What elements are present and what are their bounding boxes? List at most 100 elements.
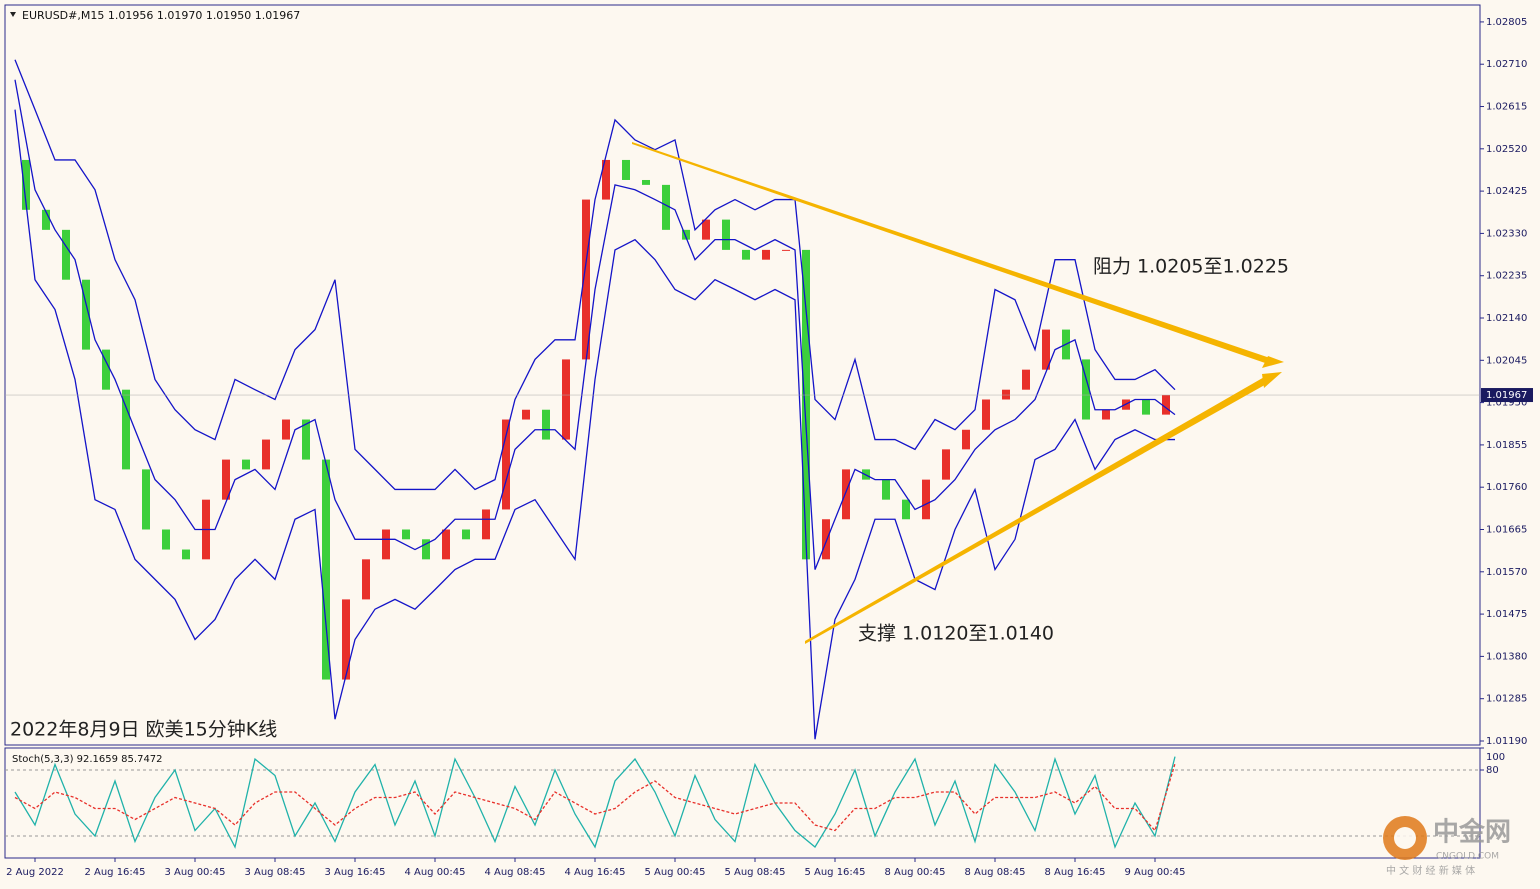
x-tick-label: 2 Aug 2022 — [6, 867, 64, 878]
candle — [882, 479, 890, 500]
x-tick-label: 3 Aug 08:45 — [244, 867, 305, 878]
candle — [162, 529, 170, 550]
candle — [442, 529, 450, 560]
y-tick-label: 1.01570 — [1486, 567, 1527, 578]
candle — [1022, 369, 1030, 390]
x-tick-label: 5 Aug 16:45 — [804, 867, 865, 878]
series-line — [14, 79, 1176, 570]
x-tick-label: 5 Aug 00:45 — [644, 867, 705, 878]
candle — [742, 249, 750, 260]
main-panel — [4, 4, 1481, 746]
main-plot — [14, 59, 1176, 740]
candle — [662, 184, 670, 230]
candle — [322, 459, 330, 680]
y-tick-label: 1.02615 — [1486, 102, 1527, 113]
candle — [122, 389, 130, 470]
x-tick-label: 3 Aug 16:45 — [324, 867, 385, 878]
x-tick-label: 8 Aug 08:45 — [964, 867, 1025, 878]
candle — [802, 249, 810, 560]
stoch-plot — [5, 756, 1480, 849]
y-tick-label: 1.02520 — [1486, 144, 1527, 155]
x-tick-label: 4 Aug 00:45 — [404, 867, 465, 878]
y-tick-label: 1.02235 — [1486, 271, 1527, 282]
candle — [242, 459, 250, 470]
x-tick-label: 8 Aug 16:45 — [1044, 867, 1105, 878]
price-box — [1481, 388, 1533, 403]
resistance-line — [632, 142, 1270, 364]
candle — [1042, 329, 1050, 370]
watermark: 中金网 CNGOLD.COM 中 文 财 经 新 媒 体 — [1383, 816, 1511, 877]
annotation: 支撑 1.0120至1.0140 — [858, 623, 1054, 645]
candle — [562, 359, 570, 440]
candle — [282, 419, 290, 440]
logo-inner — [1394, 827, 1416, 849]
candle — [1102, 409, 1110, 420]
candle — [782, 249, 790, 251]
y-tick-label: 1.01950 — [1486, 398, 1527, 409]
trendlines — [632, 142, 1284, 644]
candle — [382, 529, 390, 560]
candle — [422, 539, 430, 560]
watermark-site: CNGOLD.COM — [1436, 852, 1499, 862]
candle — [482, 509, 490, 540]
x-tick-label: 4 Aug 08:45 — [484, 867, 545, 878]
x-tick-label: 5 Aug 08:45 — [724, 867, 785, 878]
candle — [842, 469, 850, 520]
y-tick-label: 1.01285 — [1486, 694, 1527, 705]
candle — [62, 229, 70, 280]
candle — [262, 439, 270, 470]
candle — [82, 279, 90, 350]
candle — [462, 529, 470, 540]
candle — [1082, 359, 1090, 420]
arrow-head — [1262, 356, 1284, 368]
candle — [682, 229, 690, 240]
x-tick-label: 3 Aug 00:45 — [164, 867, 225, 878]
y-tick-label: 1.01665 — [1486, 525, 1527, 536]
y-tick-label: 1.02140 — [1486, 313, 1527, 324]
arrow-head — [1262, 372, 1282, 388]
candle — [522, 409, 530, 420]
candle — [502, 419, 510, 510]
chart-header: EURUSD#,M15 1.01956 1.01970 1.01950 1.01… — [22, 9, 300, 22]
candle — [922, 479, 930, 520]
y-tick-label: 1.01380 — [1486, 651, 1527, 662]
y-tick-label: 1.01475 — [1486, 609, 1527, 620]
x-tick-label: 9 Aug 00:45 — [1124, 867, 1185, 878]
y-tick-label: 80 — [1486, 765, 1499, 776]
y-tick-label: 100 — [1486, 752, 1505, 763]
candle — [182, 549, 190, 560]
candle — [42, 209, 50, 230]
candle — [142, 469, 150, 530]
candle — [962, 429, 970, 450]
annotation: 阻力 1.0205至1.0225 — [1093, 256, 1289, 278]
candle — [102, 349, 110, 390]
candle — [702, 219, 710, 240]
candle — [1002, 389, 1010, 400]
candle — [762, 249, 770, 260]
candle — [822, 519, 830, 560]
y-tick-label: 1.02425 — [1486, 186, 1527, 197]
candle — [222, 459, 230, 500]
y-tick-label: 1.02330 — [1486, 228, 1527, 239]
candle — [302, 419, 310, 460]
axes: 1.02805 1.02710 1.02615 1.02520 1.02425 1.023… — [5, 17, 1533, 878]
watermark-slogan: 中 文 财 经 新 媒 体 — [1386, 864, 1475, 877]
candle — [1162, 395, 1170, 415]
y-tick-label: 1.01855 — [1486, 440, 1527, 451]
y-tick-label: 1.02710 — [1486, 59, 1527, 70]
series-line — [14, 756, 1176, 849]
candle — [582, 199, 590, 360]
y-tick-label: 1.02045 — [1486, 355, 1527, 366]
stoch-header: Stoch(5,3,3) 92.1659 85.7472 — [12, 754, 163, 765]
series-line — [14, 109, 1175, 740]
x-tick-label: 2 Aug 16:45 — [84, 867, 145, 878]
series-line — [14, 763, 1176, 832]
watermark-name: 中金网 — [1433, 817, 1511, 848]
candle — [22, 159, 30, 210]
x-tick-label: 4 Aug 16:45 — [564, 867, 625, 878]
candle — [602, 159, 610, 200]
candle — [622, 159, 630, 180]
header-icon — [10, 12, 16, 17]
stoch-panel — [4, 747, 1481, 859]
